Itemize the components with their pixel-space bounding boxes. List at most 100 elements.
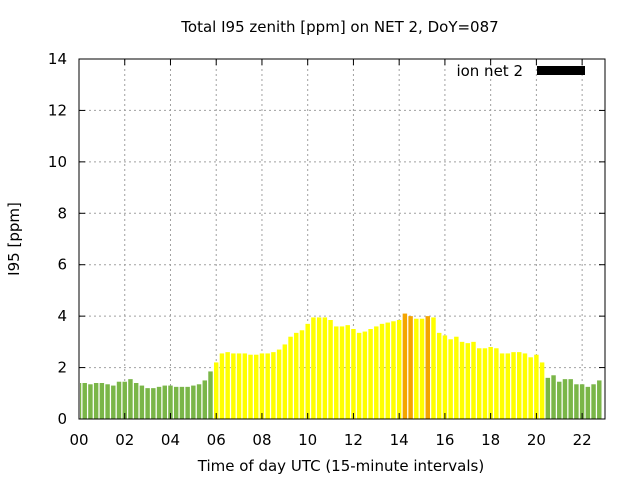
bar <box>299 330 305 419</box>
y-tick-label: 12 <box>48 101 67 119</box>
bar <box>545 377 551 419</box>
x-tick-label: 06 <box>207 431 226 449</box>
bar <box>173 386 179 419</box>
bar <box>122 381 127 419</box>
x-tick-labels: 00 02 04 06 08 10 12 14 16 18 20 22 <box>69 431 591 449</box>
bar <box>505 353 511 419</box>
bar <box>191 385 196 419</box>
bar <box>579 384 585 419</box>
x-tick-label: 12 <box>344 431 363 449</box>
bar <box>213 362 219 419</box>
bar <box>476 348 482 419</box>
bar <box>311 317 316 419</box>
bar <box>414 318 419 419</box>
y-axis-label: I95 [ppm] <box>5 202 23 276</box>
bar <box>156 386 162 419</box>
bar <box>436 332 442 419</box>
bars <box>80 313 602 419</box>
y-tick-label: 2 <box>57 359 67 377</box>
x-tick-label: 20 <box>527 431 546 449</box>
bar <box>425 316 430 419</box>
bar <box>168 385 173 419</box>
bar <box>105 384 110 419</box>
bar <box>334 326 339 419</box>
legend: ion net 2 <box>456 62 585 80</box>
bar <box>242 353 248 419</box>
x-tick-label: 22 <box>573 431 592 449</box>
bar <box>459 341 465 419</box>
bar <box>539 362 545 419</box>
y-tick-label: 8 <box>57 204 67 222</box>
bar <box>396 320 402 419</box>
x-tick-label: 18 <box>481 431 500 449</box>
bar <box>88 384 93 419</box>
bar <box>517 352 522 419</box>
x-tick-label: 00 <box>69 431 88 449</box>
x-axis-label: Time of day UTC (15-minute intervals) <box>197 457 484 475</box>
bar <box>288 336 293 419</box>
bar <box>465 343 471 419</box>
bar <box>294 332 299 419</box>
bar <box>259 353 265 419</box>
bar <box>236 353 242 419</box>
bar <box>442 335 448 419</box>
bar <box>482 348 488 419</box>
bar <box>271 352 276 419</box>
bar <box>585 386 591 419</box>
bar <box>196 384 202 419</box>
ticks <box>78 58 605 420</box>
x-tick-label: 02 <box>115 431 134 449</box>
y-tick-label: 14 <box>48 50 67 68</box>
bar <box>471 341 476 419</box>
bar <box>265 353 270 419</box>
bar <box>185 386 190 419</box>
y-tick-label: 0 <box>57 410 67 428</box>
bar <box>202 380 208 419</box>
bar <box>80 383 82 419</box>
bar <box>534 354 539 419</box>
chart-title: Total I95 zenith [ppm] on NET 2, DoY=087 <box>180 18 498 36</box>
bar <box>511 352 516 419</box>
bar <box>562 379 568 419</box>
bar <box>254 354 259 419</box>
bar <box>322 317 328 419</box>
bar <box>374 326 379 419</box>
bar <box>128 379 133 419</box>
bar <box>145 388 150 419</box>
y-tick-label: 4 <box>57 307 67 325</box>
bar <box>345 325 350 419</box>
bar <box>551 375 556 419</box>
bar <box>419 318 425 419</box>
bar <box>391 321 396 419</box>
bar <box>111 385 116 419</box>
x-tick-label: 08 <box>252 431 271 449</box>
bar <box>208 371 213 419</box>
bar <box>591 384 596 419</box>
bar <box>522 353 528 419</box>
bar <box>356 332 362 419</box>
bar <box>179 386 185 419</box>
bar <box>568 379 573 419</box>
bar <box>379 323 385 419</box>
bar <box>219 353 225 419</box>
x-tick-label: 04 <box>161 431 180 449</box>
bar <box>494 348 499 419</box>
x-tick-label: 14 <box>390 431 409 449</box>
bar <box>454 336 459 419</box>
bar <box>305 323 310 419</box>
bar <box>139 385 145 419</box>
bar <box>362 331 368 419</box>
y-tick-label: 6 <box>57 256 67 274</box>
bar <box>385 322 390 419</box>
bar <box>328 320 333 419</box>
y-tick-labels: 0 2 4 6 8 10 12 14 <box>48 50 67 428</box>
x-tick-label: 16 <box>435 431 454 449</box>
bar <box>557 381 562 419</box>
bar <box>99 383 105 419</box>
bar <box>133 383 139 419</box>
bar <box>339 326 345 419</box>
bar <box>431 317 436 419</box>
bar <box>93 383 99 419</box>
bar <box>248 354 253 419</box>
